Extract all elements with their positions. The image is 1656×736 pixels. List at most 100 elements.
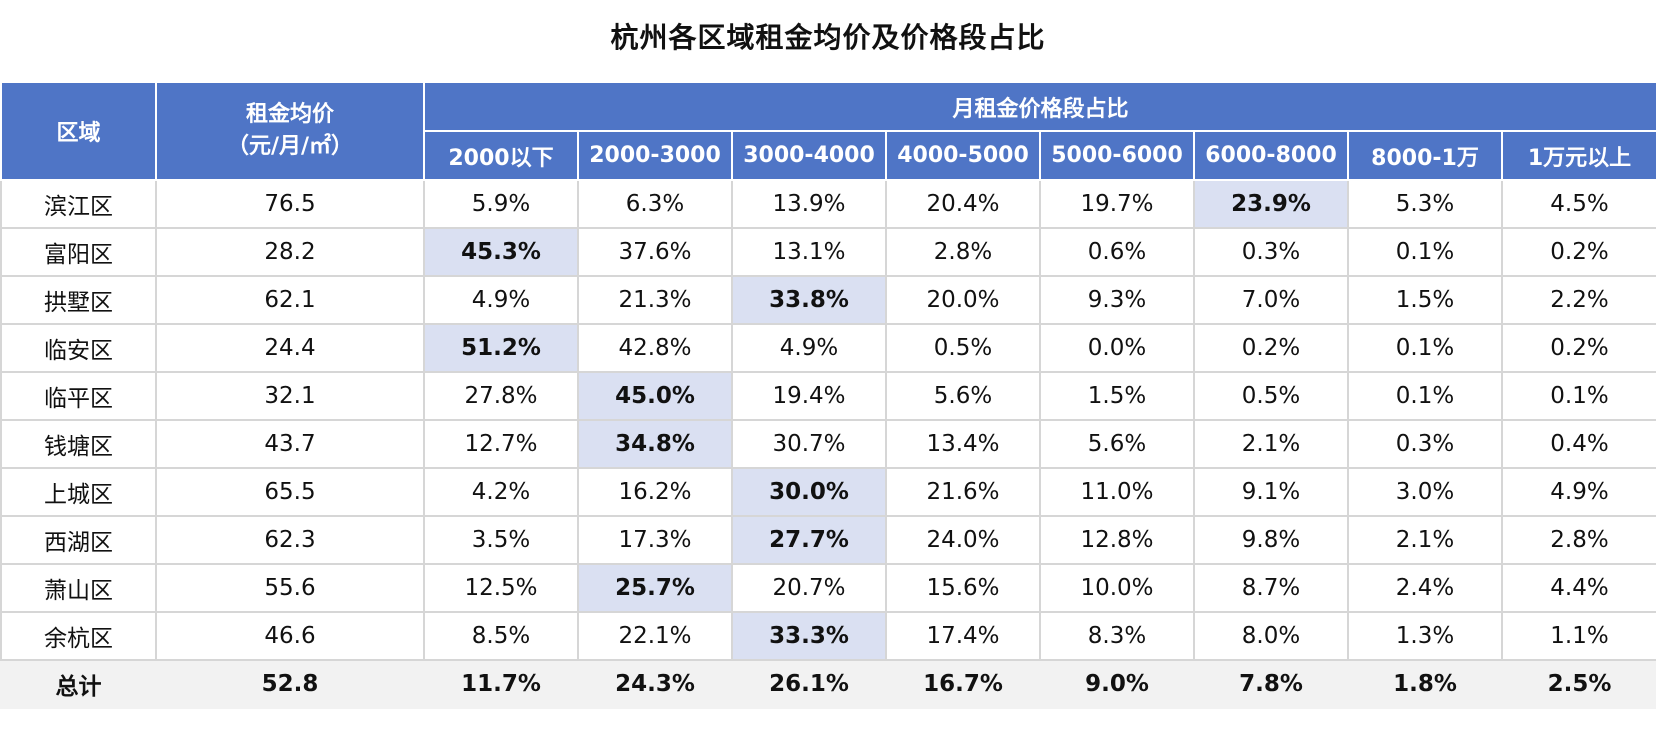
- avg-price-cell: 43.7: [155, 419, 425, 469]
- share-cell: 0.1%: [1347, 227, 1503, 277]
- share-cell: 17.3%: [577, 515, 733, 565]
- share-cell: 3.5%: [423, 515, 579, 565]
- share-cell: 9.1%: [1193, 467, 1349, 517]
- bracket-header: 5000-6000: [1039, 130, 1195, 181]
- share-cell: 5.3%: [1347, 179, 1503, 229]
- share-cell: 30.7%: [731, 419, 887, 469]
- share-cell: 13.4%: [885, 419, 1041, 469]
- table-title: 杭州各区域租金均价及价格段占比: [610, 21, 1046, 54]
- region-cell: 临平区: [0, 371, 157, 421]
- share-cell: 2.1%: [1347, 515, 1503, 565]
- bracket-header: 6000-8000: [1193, 130, 1349, 181]
- share-cell: 11.0%: [1039, 467, 1195, 517]
- region-cell: 滨江区: [0, 179, 157, 229]
- table-row: 富阳区 28.2 45.3% 37.6% 13.1% 2.8% 0.6% 0.3% 0.1% 0.…: [0, 227, 1656, 277]
- total-label-cell: 总计: [0, 659, 157, 709]
- share-cell: 3.0%: [1347, 467, 1503, 517]
- table-row: 临安区 24.4 51.2% 42.8% 4.9% 0.5% 0.0% 0.2% 0.1% 0.2…: [0, 323, 1656, 373]
- bracket-group-header: 月租金价格段占比: [422, 81, 1656, 132]
- share-cell: 1.3%: [1347, 611, 1503, 661]
- avg-price-cell: 46.6: [155, 611, 425, 661]
- avg-price-cell: 32.1: [155, 371, 425, 421]
- share-cell: 23.9%: [1193, 179, 1349, 229]
- region-cell: 富阳区: [0, 227, 157, 277]
- share-cell: 1.5%: [1347, 275, 1503, 325]
- share-cell: 12.5%: [423, 563, 579, 613]
- share-cell: 4.9%: [731, 323, 887, 373]
- bracket-header: 8000-1万: [1347, 130, 1503, 181]
- share-cell: 1.1%: [1500, 611, 1656, 661]
- share-cell: 34.8%: [577, 419, 733, 469]
- share-cell: 0.3%: [1347, 419, 1503, 469]
- avg-price-header-line1: 租金均价: [245, 102, 334, 127]
- total-share-cell: 9.0%: [1039, 659, 1195, 709]
- share-cell: 4.2%: [423, 467, 579, 517]
- share-cell: 0.1%: [1500, 371, 1656, 421]
- region-cell: 余杭区: [0, 611, 157, 661]
- avg-price-cell: 55.6: [155, 563, 425, 613]
- table-body: 滨江区 76.5 5.9% 6.3% 13.9% 20.4% 19.7% 23.9% 5.3% 4…: [0, 179, 1656, 709]
- share-cell: 21.6%: [885, 467, 1041, 517]
- share-cell: 4.4%: [1500, 563, 1656, 613]
- share-cell: 4.5%: [1500, 179, 1656, 229]
- region-cell: 钱塘区: [0, 419, 157, 469]
- share-cell: 33.3%: [731, 611, 887, 661]
- table-row: 萧山区 55.6 12.5% 25.7% 20.7% 15.6% 10.0% 8.7% 2.4%…: [0, 563, 1656, 613]
- table-row: 滨江区 76.5 5.9% 6.3% 13.9% 20.4% 19.7% 23.9% 5.3% 4…: [0, 179, 1656, 229]
- share-cell: 20.0%: [885, 275, 1041, 325]
- bracket-header: 1万元以上: [1500, 130, 1656, 181]
- share-cell: 6.3%: [577, 179, 733, 229]
- total-share-cell: 1.8%: [1347, 659, 1503, 709]
- share-cell: 5.6%: [1039, 419, 1195, 469]
- share-cell: 5.9%: [423, 179, 579, 229]
- region-cell: 西湖区: [0, 515, 157, 565]
- share-cell: 27.8%: [423, 371, 579, 421]
- region-cell: 临安区: [0, 323, 157, 373]
- share-cell: 24.0%: [885, 515, 1041, 565]
- share-cell: 7.0%: [1193, 275, 1349, 325]
- avg-price-cell: 76.5: [155, 179, 425, 229]
- share-cell: 25.7%: [577, 563, 733, 613]
- rent-table: 区域 租金均价 （元/月/㎡） 月租金价格段占比 2000以下 2000-300…: [0, 81, 1656, 709]
- share-cell: 2.2%: [1500, 275, 1656, 325]
- share-cell: 0.2%: [1500, 323, 1656, 373]
- region-cell: 萧山区: [0, 563, 157, 613]
- table-row: 拱墅区 62.1 4.9% 21.3% 33.8% 20.0% 9.3% 7.0% 1.5% 2.…: [0, 275, 1656, 325]
- share-cell: 20.7%: [731, 563, 887, 613]
- table-row: 钱塘区 43.7 12.7% 34.8% 30.7% 13.4% 5.6% 2.1% 0.3% 0…: [0, 419, 1656, 469]
- avg-price-column-header: 租金均价 （元/月/㎡）: [155, 81, 425, 181]
- share-cell: 27.7%: [731, 515, 887, 565]
- avg-price-header-line2: （元/月/㎡）: [226, 134, 354, 159]
- share-cell: 8.0%: [1193, 611, 1349, 661]
- share-cell: 8.7%: [1193, 563, 1349, 613]
- share-cell: 2.8%: [1500, 515, 1656, 565]
- share-cell: 0.5%: [1193, 371, 1349, 421]
- share-cell: 2.8%: [885, 227, 1041, 277]
- share-cell: 37.6%: [577, 227, 733, 277]
- share-cell: 22.1%: [577, 611, 733, 661]
- share-cell: 0.5%: [885, 323, 1041, 373]
- share-cell: 45.3%: [423, 227, 579, 277]
- bracket-header: 2000-3000: [577, 130, 733, 181]
- share-cell: 0.2%: [1193, 323, 1349, 373]
- share-cell: 2.4%: [1347, 563, 1503, 613]
- table-row: 上城区 65.5 4.2% 16.2% 30.0% 21.6% 11.0% 9.1% 3.0% 4…: [0, 467, 1656, 517]
- share-cell: 51.2%: [423, 323, 579, 373]
- share-cell: 20.4%: [885, 179, 1041, 229]
- region-cell: 上城区: [0, 467, 157, 517]
- share-cell: 15.6%: [885, 563, 1041, 613]
- total-avg-price-cell: 52.8: [155, 659, 425, 709]
- share-cell: 45.0%: [577, 371, 733, 421]
- share-cell: 1.5%: [1039, 371, 1195, 421]
- table-row: 余杭区 46.6 8.5% 22.1% 33.3% 17.4% 8.3% 8.0% 1.3% 1.…: [0, 611, 1656, 661]
- total-share-cell: 7.8%: [1193, 659, 1349, 709]
- table-row: 临平区 32.1 27.8% 45.0% 19.4% 5.6% 1.5% 0.5% 0.1% 0.…: [0, 371, 1656, 421]
- share-cell: 12.7%: [423, 419, 579, 469]
- share-cell: 2.1%: [1193, 419, 1349, 469]
- share-cell: 8.5%: [423, 611, 579, 661]
- share-cell: 0.1%: [1347, 371, 1503, 421]
- share-cell: 13.1%: [731, 227, 887, 277]
- share-cell: 0.1%: [1347, 323, 1503, 373]
- share-cell: 0.2%: [1500, 227, 1656, 277]
- total-share-cell: 26.1%: [731, 659, 887, 709]
